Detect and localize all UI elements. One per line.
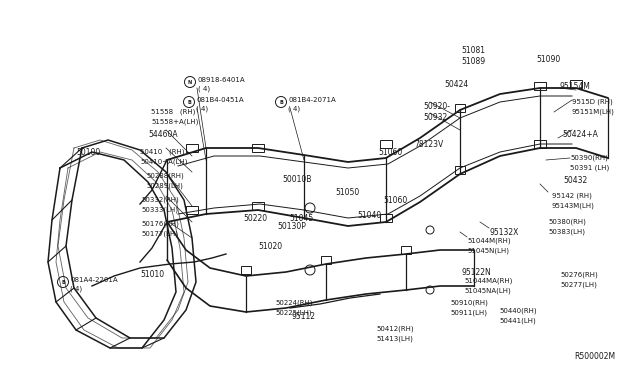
Text: 95151M(LH): 95151M(LH) xyxy=(572,108,615,115)
Text: 51020: 51020 xyxy=(258,242,282,251)
Text: 50424: 50424 xyxy=(444,80,468,89)
Text: 50440(RH): 50440(RH) xyxy=(499,308,536,314)
Text: 50276(RH): 50276(RH) xyxy=(560,272,598,279)
Text: 95112: 95112 xyxy=(291,312,315,321)
Text: 50424+A: 50424+A xyxy=(562,130,598,139)
Text: 50333(LH): 50333(LH) xyxy=(141,206,178,212)
Text: 081B4-2071A: 081B4-2071A xyxy=(289,96,336,103)
Text: 51413(LH): 51413(LH) xyxy=(376,336,413,343)
Text: 50390(RH): 50390(RH) xyxy=(570,154,608,160)
Text: 50410   (RH): 50410 (RH) xyxy=(140,148,184,154)
Text: 51090: 51090 xyxy=(536,55,560,64)
Text: 51045NA(LH): 51045NA(LH) xyxy=(464,288,511,295)
Text: 50010B: 50010B xyxy=(282,175,312,184)
Text: 50412(RH): 50412(RH) xyxy=(376,326,413,333)
Text: 50441(LH): 50441(LH) xyxy=(499,318,536,324)
Text: 51045N(LH): 51045N(LH) xyxy=(467,247,509,253)
Text: 50332(RH): 50332(RH) xyxy=(141,196,179,202)
Text: 50391 (LH): 50391 (LH) xyxy=(570,164,609,170)
Text: 9515D (RH): 9515D (RH) xyxy=(572,98,612,105)
Text: 95143M(LH): 95143M(LH) xyxy=(552,202,595,208)
Text: 08918-6401A: 08918-6401A xyxy=(198,77,245,83)
Text: B: B xyxy=(279,99,283,105)
Text: 51010: 51010 xyxy=(140,270,164,279)
Text: 95122N: 95122N xyxy=(461,268,491,277)
Text: 54460A: 54460A xyxy=(148,130,178,139)
Text: 081A4-2201A: 081A4-2201A xyxy=(70,276,118,282)
Text: ( 4): ( 4) xyxy=(198,85,210,92)
Text: 50911(LH): 50911(LH) xyxy=(450,309,487,315)
Text: 51045: 51045 xyxy=(289,214,313,223)
Text: 51040: 51040 xyxy=(357,211,381,220)
Text: 50177(LH): 50177(LH) xyxy=(141,230,178,237)
Text: 50288(RH): 50288(RH) xyxy=(146,172,184,179)
Text: 50176(RH): 50176(RH) xyxy=(141,220,179,227)
Text: 50100: 50100 xyxy=(76,148,100,157)
Text: 50289(LH): 50289(LH) xyxy=(146,182,183,189)
Text: ( 4): ( 4) xyxy=(70,285,83,292)
Text: 51044M(RH): 51044M(RH) xyxy=(467,237,511,244)
Text: 50920-: 50920- xyxy=(423,102,450,111)
Text: 50410+A(LH): 50410+A(LH) xyxy=(140,158,188,164)
Text: 50932: 50932 xyxy=(423,113,447,122)
Text: ( 4): ( 4) xyxy=(289,105,301,112)
Text: 50380(RH): 50380(RH) xyxy=(548,218,586,224)
Text: B: B xyxy=(187,99,191,105)
Text: 51060: 51060 xyxy=(383,196,407,205)
Text: 51050: 51050 xyxy=(335,188,359,197)
Text: 95154M: 95154M xyxy=(560,82,591,91)
Text: 95142 (RH): 95142 (RH) xyxy=(552,192,592,199)
Text: 50432: 50432 xyxy=(563,176,588,185)
Text: 51044MA(RH): 51044MA(RH) xyxy=(464,278,513,285)
Text: 50383(LH): 50383(LH) xyxy=(548,228,585,234)
Text: 081B4-0451A: 081B4-0451A xyxy=(196,96,244,103)
Text: 51081: 51081 xyxy=(461,46,485,55)
Text: 51558+A(LH): 51558+A(LH) xyxy=(151,118,198,125)
Text: R500002M: R500002M xyxy=(574,352,615,361)
Text: 50225(LH): 50225(LH) xyxy=(275,309,312,315)
Text: 95132X: 95132X xyxy=(489,228,518,237)
Text: ( 4): ( 4) xyxy=(196,105,209,112)
Text: 50277(LH): 50277(LH) xyxy=(560,282,597,289)
Text: 78123V: 78123V xyxy=(414,140,444,149)
Text: 51558   (RH): 51558 (RH) xyxy=(151,108,195,115)
Text: 50130P: 50130P xyxy=(277,222,306,231)
Text: 50910(RH): 50910(RH) xyxy=(450,299,488,305)
Text: N: N xyxy=(188,80,192,84)
Text: 50224(RH): 50224(RH) xyxy=(275,299,312,305)
Text: B: B xyxy=(61,279,65,285)
Text: 51089: 51089 xyxy=(461,57,485,66)
Text: 51060: 51060 xyxy=(378,148,403,157)
Text: 50220: 50220 xyxy=(243,214,267,223)
